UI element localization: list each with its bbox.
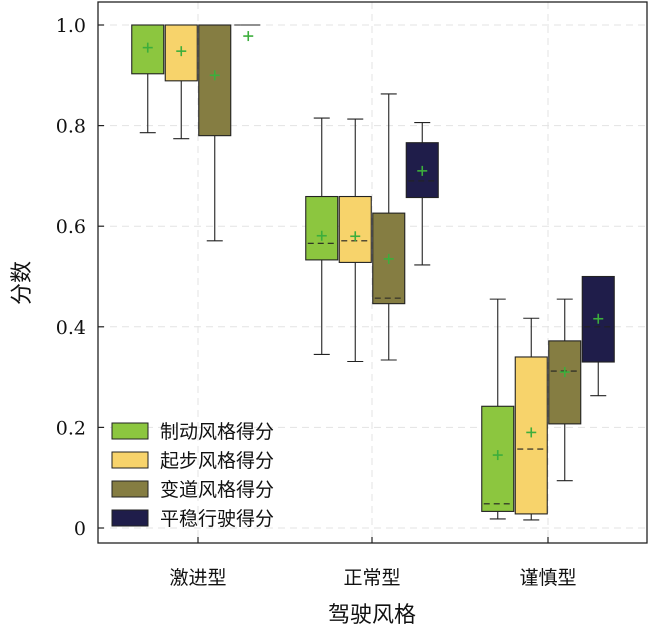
y-tick-label: 0 <box>74 518 86 540</box>
legend-item: 起步风格得分 <box>111 450 274 472</box>
box-plot <box>338 118 372 363</box>
legend-swatch <box>111 480 149 498</box>
box-plot <box>548 298 582 482</box>
x-axis-ticks: 激进型 正常型 谨慎型 <box>169 537 577 589</box>
y-tick-label: 0.8 <box>56 116 86 138</box>
box-plot <box>514 317 548 521</box>
mean-marker <box>209 70 220 81</box>
box-body <box>198 24 232 137</box>
mean-marker <box>350 231 361 242</box>
mean-marker <box>383 253 394 264</box>
box-plot <box>481 298 515 520</box>
y-tick-label: 0.4 <box>56 317 86 339</box>
legend-label: 起步风格得分 <box>160 450 274 472</box>
x-tick-label: 激进型 <box>169 567 226 589</box>
box-body <box>548 340 582 425</box>
box-plot <box>372 93 406 361</box>
y-axis-ticks: 0 0.2 0.4 0.6 0.8 1.0 <box>56 15 104 540</box>
box-plot <box>305 117 339 356</box>
box-body <box>481 405 515 512</box>
y-tick-label: 0.6 <box>56 216 86 238</box>
legend-item: 变道风格得分 <box>111 479 274 501</box>
mean-marker <box>176 46 187 57</box>
legend-label: 平稳行驶得分 <box>160 508 274 530</box>
x-axis-title: 驾驶风格 <box>328 603 416 628</box>
mean-marker <box>559 367 570 378</box>
box-plot <box>198 24 232 242</box>
legend-item: 制动风格得分 <box>111 421 274 443</box>
mean-marker <box>593 313 604 324</box>
y-axis-title: 分数 <box>10 261 35 305</box>
y-tick-label: 1.0 <box>56 15 86 37</box>
box-plot <box>405 122 439 266</box>
legend-swatch <box>111 451 149 469</box>
legend-label: 制动风格得分 <box>160 421 274 443</box>
mean-marker <box>243 31 254 42</box>
box-plot <box>164 24 198 140</box>
mean-marker <box>316 230 327 241</box>
box-plot <box>234 24 263 42</box>
mean-marker <box>417 165 428 176</box>
mean-marker <box>492 450 503 461</box>
legend-item: 平稳行驶得分 <box>111 508 274 530</box>
grid-lines <box>98 2 647 543</box>
legend-swatch <box>111 509 149 527</box>
x-tick-label: 正常型 <box>343 567 400 589</box>
y-tick-label: 0.2 <box>56 417 86 439</box>
mean-marker <box>526 427 537 438</box>
legend-swatch <box>111 422 149 440</box>
box-plot <box>131 24 165 134</box>
box-plot <box>581 275 615 397</box>
x-tick-label: 谨慎型 <box>519 567 576 589</box>
box-body <box>305 195 339 261</box>
plot-area <box>131 24 615 521</box>
legend-label: 变道风格得分 <box>160 479 274 501</box>
box-body <box>338 195 372 263</box>
mean-marker <box>142 42 153 53</box>
